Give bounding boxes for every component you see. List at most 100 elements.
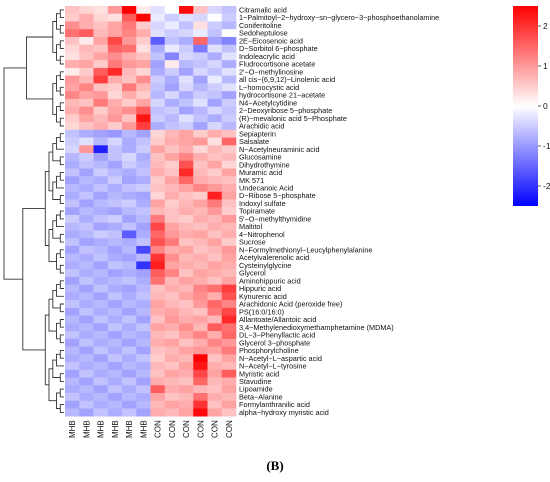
column-label: MHB — [68, 420, 77, 438]
heatmap-cell — [79, 315, 94, 324]
heatmap-cell — [79, 230, 94, 239]
heatmap-cell — [107, 21, 123, 30]
heatmap-cell — [107, 331, 123, 340]
heatmap-cell — [221, 408, 237, 417]
heatmap-cell — [164, 269, 180, 278]
heatmap-cell — [150, 106, 166, 115]
heatmap-cell — [179, 106, 194, 115]
heatmap-cell — [93, 408, 109, 417]
heatmap-cell — [65, 362, 80, 371]
heatmap-cell — [164, 191, 180, 200]
row-label: Cysteinylglycine — [239, 261, 291, 270]
heatmap-cell — [65, 176, 80, 185]
row-label: Glucosamine — [239, 153, 282, 162]
heatmap-cell — [122, 292, 137, 301]
heatmap-cell — [65, 13, 80, 22]
heatmap-cell — [193, 207, 208, 216]
heatmap-cell — [179, 362, 194, 371]
heatmap-cell — [136, 145, 151, 154]
heatmap-cell — [65, 160, 80, 169]
dendrogram-branch — [59, 86, 64, 96]
color-scale-ticks: -2 -1 0 1 2 — [538, 21, 550, 191]
dendrogram-branch — [59, 117, 64, 127]
heatmap-cell — [207, 261, 223, 270]
heatmap-cell — [93, 114, 109, 123]
heatmap-cell — [207, 307, 223, 316]
heatmap-cell — [207, 83, 223, 92]
heatmap-cell — [136, 362, 151, 371]
heatmap-cell — [150, 83, 166, 92]
heatmap-cell — [107, 323, 123, 332]
heatmap-cell — [107, 137, 123, 146]
heatmap-cell — [79, 214, 94, 224]
heatmap-cell — [207, 29, 223, 38]
heatmap-cell — [207, 184, 223, 193]
heatmap-cell — [221, 377, 237, 386]
heatmap-cell — [193, 13, 208, 22]
heatmap-cell — [107, 346, 123, 355]
heatmap-cell — [193, 230, 208, 239]
heatmap-cell — [79, 21, 94, 30]
heatmap-cell — [107, 338, 123, 347]
heatmap-cell — [150, 269, 166, 278]
heatmap-cell — [65, 315, 80, 324]
heatmap-cell — [122, 114, 137, 123]
heatmap-cell — [93, 21, 109, 30]
heatmap-cell — [65, 137, 80, 146]
heatmap-cell — [221, 238, 237, 247]
heatmap-cell — [179, 307, 194, 316]
row-label: Fludrocortisone acetate — [239, 60, 315, 69]
heatmap-cell — [179, 238, 194, 247]
dendrogram-branch — [59, 9, 64, 19]
heatmap-cell — [65, 106, 80, 115]
column-label: MHB — [125, 420, 134, 438]
heatmap-cell — [221, 184, 237, 193]
heatmap-cell — [93, 106, 109, 115]
heatmap-cell — [221, 331, 237, 340]
heatmap-cell — [122, 191, 137, 200]
heatmap-cell — [136, 238, 151, 247]
heatmap-cell — [193, 6, 208, 15]
heatmap-cell — [122, 393, 137, 402]
heatmap-cell — [65, 222, 80, 231]
heatmap-cell — [150, 36, 166, 45]
heatmap-cell — [207, 153, 223, 162]
heatmap-cell — [150, 377, 166, 386]
dendrogram-branch — [59, 171, 64, 181]
heatmap-cell — [193, 315, 208, 324]
heatmap-cell — [136, 222, 151, 231]
dendrogram-branch — [56, 106, 61, 123]
heatmap-cell — [122, 129, 137, 138]
heatmap-cell — [93, 245, 109, 254]
heatmap-cell — [164, 184, 180, 193]
heatmap-cell — [93, 377, 109, 386]
heatmap-cell — [150, 29, 166, 38]
heatmap-cell — [136, 98, 151, 107]
heatmap-cell — [93, 6, 109, 15]
heatmap-cells — [65, 6, 237, 417]
row-label: Formylanthranilic acid — [239, 400, 310, 409]
heatmap-cell — [65, 214, 80, 224]
heatmap-cell — [221, 276, 237, 285]
heatmap-cell — [122, 36, 137, 45]
heatmap-cell — [164, 122, 180, 131]
heatmap-cell — [164, 207, 180, 216]
heatmap-cell — [193, 29, 208, 38]
row-label: N4−Acetylcytidine — [239, 98, 297, 107]
heatmap-cell — [93, 315, 109, 324]
heatmap-cell — [122, 44, 137, 53]
heatmap-cell — [193, 276, 208, 285]
heatmap-cell — [122, 238, 137, 247]
heatmap-cell — [136, 191, 151, 200]
heatmap-cell — [65, 276, 80, 285]
heatmap-cell — [136, 21, 151, 30]
heatmap-cell — [65, 300, 80, 309]
dendrogram-branch — [59, 156, 64, 166]
dendrogram-branch — [56, 322, 61, 340]
heatmap-cell — [150, 238, 166, 247]
heatmap-cell — [207, 52, 223, 61]
heatmap-cell — [221, 83, 237, 92]
heatmap-cell — [193, 222, 208, 231]
heatmap-cell — [164, 354, 180, 363]
heatmap-cell — [221, 315, 237, 324]
